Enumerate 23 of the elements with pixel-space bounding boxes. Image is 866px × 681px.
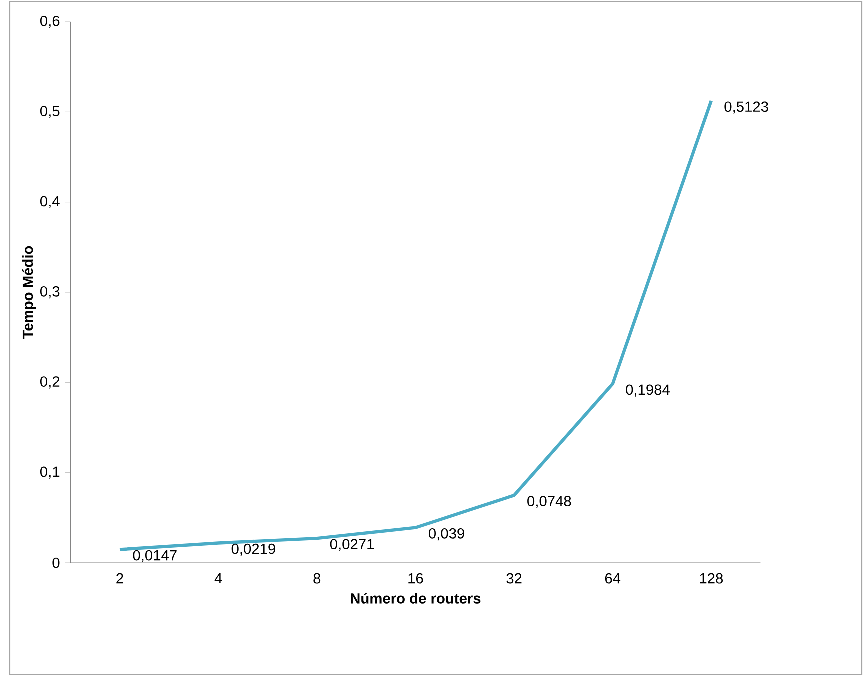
- y-tick-label: 0,1: [40, 466, 60, 479]
- x-tick-label: 64: [605, 573, 621, 584]
- y-axis-title: Tempo Médio: [22, 246, 36, 340]
- y-tick-label: 0,4: [40, 196, 60, 208]
- x-tick-label: 16: [408, 573, 424, 584]
- y-tick-label: 0: [52, 558, 60, 568]
- data-label: 0,1984: [626, 384, 670, 397]
- x-axis-title: Número de routers: [351, 592, 481, 604]
- data-label: 0,0271: [330, 539, 374, 552]
- data-label: 0,0219: [232, 544, 276, 556]
- x-tick-label: 8: [314, 573, 321, 584]
- y-tick-label: 0,2: [40, 376, 60, 389]
- data-label: 0,5123: [724, 102, 768, 114]
- x-tick-label: 32: [506, 573, 522, 584]
- y-tick-label: 0,6: [40, 16, 60, 28]
- data-label: 0,039: [428, 528, 464, 541]
- y-tick-label: 0,5: [40, 106, 60, 118]
- x-tick-label: 4: [214, 573, 222, 584]
- y-tick-label: 0,3: [40, 286, 60, 299]
- data-label: 0,0147: [133, 550, 177, 562]
- data-label: 0,0748: [528, 496, 572, 508]
- x-tick-label: 128: [700, 573, 724, 584]
- x-tick-label: 2: [116, 573, 124, 584]
